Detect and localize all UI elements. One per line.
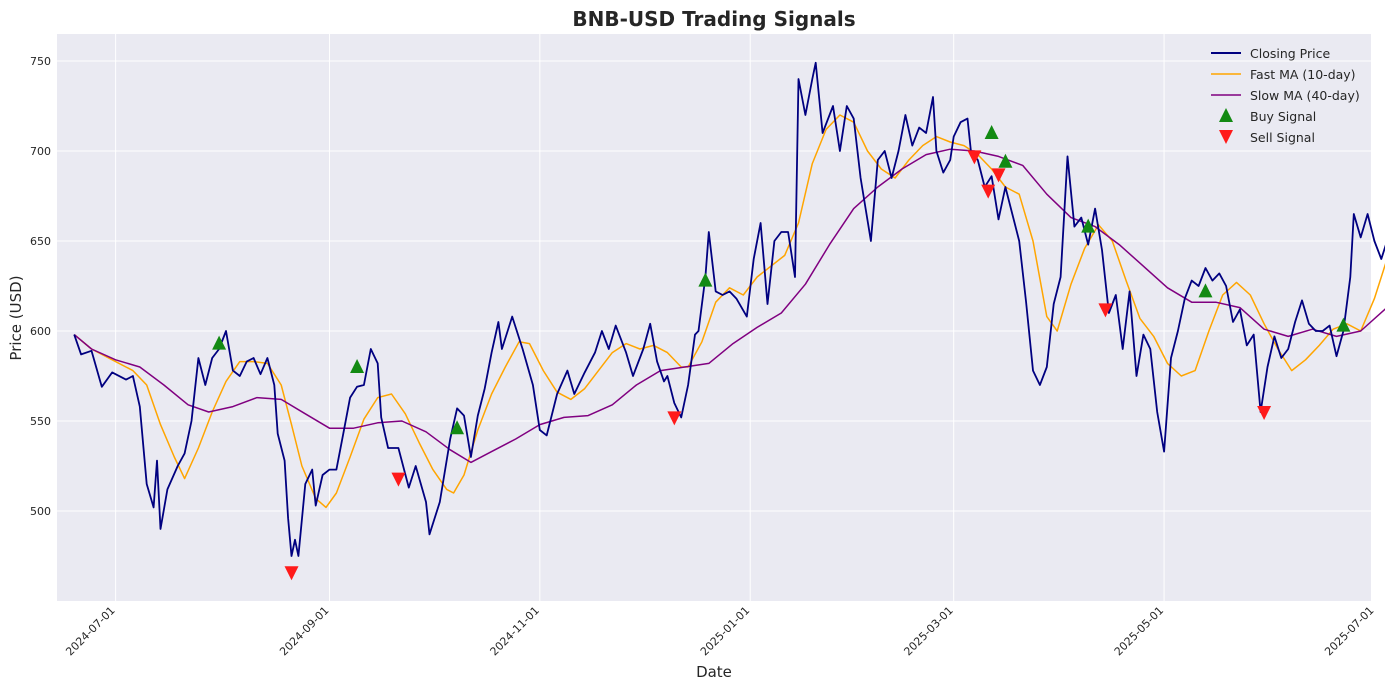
buy-signal-marker: [1336, 317, 1351, 332]
buy-signal-marker: [212, 335, 227, 350]
series-line-fast-ma: [73, 114, 1385, 509]
legend-label-fast-ma: Fast MA (10-day): [1250, 67, 1356, 82]
sell-signal-marker: [991, 168, 1006, 183]
y-tick-label: 650: [30, 235, 51, 248]
x-tick-label: 2024-09-01: [277, 604, 331, 658]
buy-signal-marker: [984, 125, 999, 139]
sell-triangle-icon: [1219, 130, 1233, 144]
x-tick-label: 2024-07-01: [63, 604, 117, 658]
x-tick-label: 2025-05-01: [1112, 604, 1166, 658]
signal-markers: [212, 125, 1351, 581]
sell-signal-marker: [1098, 303, 1113, 318]
sell-signal-marker: [667, 411, 682, 426]
buy-signal-marker: [450, 420, 465, 435]
chart-title: BNB-USD Trading Signals: [572, 7, 855, 31]
sell-signal-marker: [1257, 406, 1272, 420]
buy-signal-marker: [350, 359, 365, 373]
buy-signal-marker: [698, 272, 713, 287]
series-lines: [73, 61, 1385, 557]
y-tick-label: 550: [30, 415, 51, 428]
legend-item-closing: Closing Price: [1211, 46, 1330, 61]
buy-signal-marker: [1198, 283, 1213, 298]
series-line-closing: [73, 61, 1385, 557]
y-tick-label: 500: [30, 505, 51, 518]
legend-item-sell: Sell Signal: [1219, 130, 1315, 145]
legend-item-slow-ma: Slow MA (40-day): [1211, 88, 1360, 103]
x-axis-label: Date: [696, 663, 732, 681]
y-axis-label: Price (USD): [7, 275, 25, 360]
y-tick-label: 600: [30, 325, 51, 338]
series-line-slow-ma: [73, 148, 1385, 464]
legend: Closing Price Fast MA (10-day) Slow MA (…: [1211, 46, 1360, 145]
legend-label-buy: Buy Signal: [1250, 109, 1316, 124]
sell-signal-marker: [981, 184, 996, 199]
x-tick-label: 2025-03-01: [901, 604, 955, 658]
buy-triangle-icon: [1219, 108, 1233, 122]
x-tick-label: 2025-01-01: [698, 604, 752, 658]
sell-signal-marker: [967, 150, 982, 165]
buy-signal-marker: [998, 153, 1013, 168]
sell-signal-marker: [391, 472, 406, 487]
legend-item-fast-ma: Fast MA (10-day): [1211, 67, 1356, 82]
y-tick-label: 750: [30, 55, 51, 68]
y-tick-label: 700: [30, 145, 51, 158]
legend-item-buy: Buy Signal: [1219, 108, 1316, 124]
buy-signal-marker: [1081, 218, 1096, 233]
x-tick-label: 2025-07-01: [1322, 604, 1376, 658]
x-tick-label: 2024-11-01: [488, 604, 542, 658]
plot-background: [57, 34, 1371, 601]
sell-signal-marker: [284, 566, 299, 581]
legend-label-closing: Closing Price: [1250, 46, 1330, 61]
legend-label-slow-ma: Slow MA (40-day): [1250, 88, 1360, 103]
legend-label-sell: Sell Signal: [1250, 130, 1315, 145]
